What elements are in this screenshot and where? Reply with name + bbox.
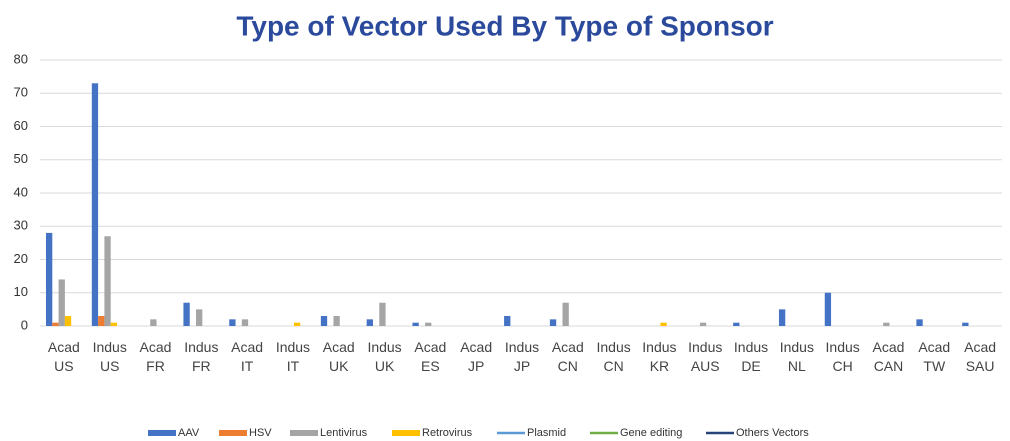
bar — [104, 236, 111, 326]
legend-swatch — [290, 430, 318, 436]
x-tick-label: Acad UK — [322, 339, 355, 374]
legend-label: Plasmid — [527, 427, 566, 439]
x-tick-label: Acad IT — [231, 339, 264, 374]
bar — [883, 322, 890, 326]
bar — [504, 316, 511, 326]
bar — [64, 316, 72, 326]
x-tick-label: Indus US — [92, 339, 127, 374]
bar — [333, 316, 340, 326]
y-tick-label: 20 — [14, 251, 28, 266]
y-tick-label: 80 — [14, 51, 28, 66]
x-tick-label: Acad ES — [414, 339, 447, 374]
legend-swatch — [392, 430, 420, 436]
bar — [46, 232, 53, 326]
legend-label: AAV — [178, 427, 200, 439]
x-tick-label: Indus DE — [733, 339, 769, 374]
bar — [110, 322, 118, 326]
y-tick-label: 10 — [14, 284, 28, 299]
legend-label: HSV — [249, 427, 272, 439]
bar — [229, 319, 236, 326]
bar — [196, 309, 203, 326]
bar — [183, 302, 190, 326]
bar — [52, 322, 59, 326]
bar — [425, 322, 432, 326]
bar — [733, 322, 740, 326]
y-tick-label: 40 — [14, 184, 28, 199]
legend-label: Lentivirus — [320, 427, 368, 439]
x-tick-label: Indus AUS — [688, 339, 723, 374]
bar — [58, 279, 65, 326]
bar — [241, 319, 249, 326]
y-tick-label: 70 — [14, 85, 28, 100]
bar — [366, 319, 373, 326]
bar — [916, 319, 923, 326]
bar — [320, 316, 328, 326]
legend-swatch — [148, 430, 176, 436]
bar — [549, 319, 557, 326]
x-tick-label: Acad US — [47, 339, 80, 374]
legend-swatch — [219, 430, 247, 436]
bar — [562, 302, 569, 326]
bar — [412, 322, 419, 326]
chart-title: Type of Vector Used By Type of Sponsor — [236, 10, 773, 41]
x-tick-label: Acad CAN — [872, 339, 905, 374]
x-tick-label: Indus KR — [642, 339, 677, 374]
legend-label: Others Vectors — [736, 427, 809, 439]
bar — [379, 302, 386, 326]
x-tick-label: Indus IT — [275, 339, 311, 374]
x-tick-label: Indus JP — [504, 339, 540, 374]
x-tick-label: Indus CN — [596, 339, 631, 374]
legend-label: Retrovirus — [422, 427, 473, 439]
bar — [91, 83, 99, 327]
y-tick-label: 50 — [14, 151, 28, 166]
bar — [98, 316, 105, 326]
x-tick-label: Acad FR — [139, 339, 172, 374]
bar — [660, 322, 667, 326]
bar — [150, 319, 157, 326]
bar — [824, 292, 832, 326]
bar — [778, 309, 786, 326]
x-tick-label: Acad JP — [460, 339, 493, 374]
legend-label: Gene editing — [620, 427, 682, 439]
x-tick-label: Indus FR — [184, 339, 219, 374]
x-tick-label: Acad CN — [551, 339, 584, 374]
x-tick-label: Indus NL — [779, 339, 814, 374]
x-tick-label: Acad TW — [918, 339, 951, 374]
x-tick-label: Acad SAU — [964, 339, 997, 374]
y-tick-label: 30 — [14, 218, 28, 233]
bar — [962, 322, 969, 326]
y-tick-label: 0 — [21, 317, 28, 332]
bar — [699, 322, 707, 326]
x-tick-label: Indus UK — [367, 339, 402, 374]
bar — [293, 322, 301, 326]
x-tick-label: Indus CH — [825, 339, 860, 374]
y-tick-label: 60 — [14, 118, 28, 133]
